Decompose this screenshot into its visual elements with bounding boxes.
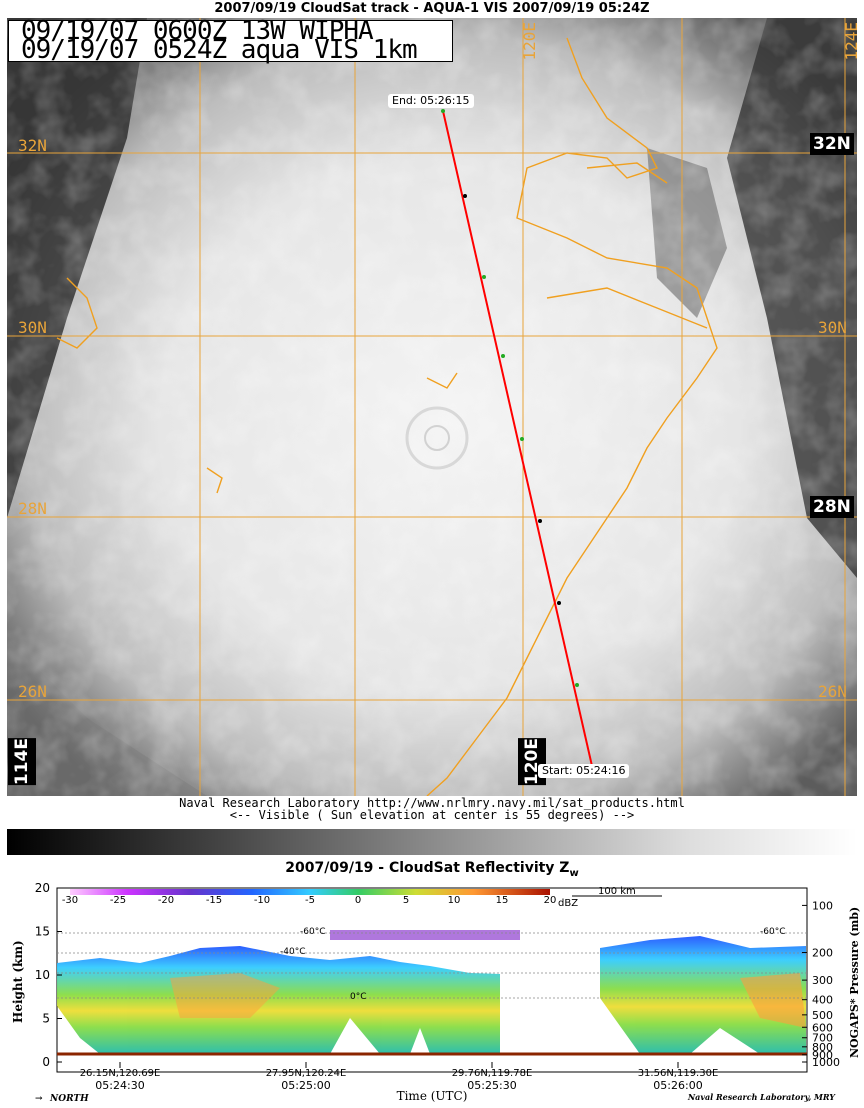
credit-line: Naval Research Laboratory http://www.nrl… (179, 796, 685, 810)
y-tick-label: 10 (35, 968, 50, 982)
colorbar-tick-label: 0 (355, 895, 361, 906)
y2-axis-label: NOGAPS* Pressure (mb) (848, 907, 861, 1058)
lat-label-26n-left: 26N (18, 682, 47, 701)
cloudsat-track (442, 110, 593, 767)
page-title: 2007/09/19 CloudSat track - AQUA-1 VIS 2… (214, 1, 650, 16)
x-tick-coord: 27.95N,120.24E (266, 1068, 347, 1079)
info-line-1: 09/19/07 0600Z 13W WIPHA (21, 16, 374, 46)
colorbar-tick-label: 5 (403, 895, 409, 906)
colorbar-tick-label: -20 (158, 895, 174, 906)
lat-label-26n-right: 26N (818, 682, 847, 701)
colorbar-unit: dBZ (558, 898, 578, 909)
pressure-tick-label: 900 (812, 1049, 833, 1062)
colorbar-tick-label: 10 (448, 895, 461, 906)
lon-label-114e: 114E (8, 738, 36, 786)
y-tick-label: 20 (35, 881, 50, 895)
scale-label: 100 km (598, 886, 636, 897)
x-tick-coord: 31.56N,119.30E (638, 1068, 719, 1079)
y-axis-label: Height (km) (11, 940, 25, 1023)
lat-label-30n-left: 30N (18, 318, 47, 337)
colorbar-tick-label: -25 (110, 895, 126, 906)
chart-title-text: 2007/09/19 - CloudSat Reflectivity Z (285, 860, 570, 876)
colorbar-tick-label: 15 (496, 895, 509, 906)
lat-label-32n-left: 32N (18, 136, 47, 155)
isotherm-label: -40°C (280, 947, 305, 957)
brightness-scale (7, 829, 857, 855)
pressure-tick-label: 600 (812, 1021, 833, 1034)
pressure-tick-label: 100 (812, 899, 833, 912)
y-tick-label: 5 (42, 1012, 50, 1026)
pressure-tick-label: 400 (812, 994, 833, 1007)
satellite-image (7, 18, 857, 796)
chart-title: 2007/09/19 - CloudSat Reflectivity Zw (0, 860, 864, 879)
track-end-label: End: 05:26:15 (388, 94, 474, 108)
info-line-2: 09/19/07 0524Z aqua VIS 1km (21, 35, 418, 65)
band-note: <-- Visible ( Sun elevation at center is… (229, 808, 635, 822)
y-tick-label: 15 (35, 925, 50, 939)
isotherm-label: 0°C (350, 992, 367, 1002)
direction-label: NORTH (49, 1094, 89, 1104)
colorbar-tick-label: -30 (62, 895, 78, 906)
x-tick-coord: 26.15N,120.69E (80, 1068, 161, 1079)
lon-label-120e: 120E (518, 738, 546, 786)
colorbar-tick-label: 20 (544, 895, 557, 906)
colorbar-tick-label: -5 (305, 895, 315, 906)
x-tick-coord: 29.76N,119.78E (452, 1068, 533, 1079)
y-tick-label: 0 (42, 1055, 50, 1069)
x-tick-time: 05:25:00 (281, 1079, 330, 1092)
track-start-label: Start: 05:24:16 (538, 764, 630, 778)
lat-label-30n-right: 30N (818, 318, 847, 337)
colorbar-tick-label: -15 (206, 895, 222, 906)
pressure-tick-label: 300 (812, 974, 833, 987)
pressure-tick-label: 800 (812, 1041, 833, 1054)
isotherms (57, 932, 807, 999)
track-markers (441, 109, 579, 687)
reflectivity-chart: -30 -25 -20 -15 -10 -5 0 5 10 15 20 dBZ 100 km -60… (11, 881, 861, 1104)
x-axis-label: Time (UTC) (397, 1089, 468, 1103)
colorbar (70, 889, 550, 895)
lat-label-32n: 32N (810, 133, 854, 155)
lat-lon-grid (7, 18, 857, 796)
lon-label-124e: 124E (842, 22, 861, 61)
x-tick-time: 05:25:30 (467, 1079, 516, 1092)
chart-title-sub: w (569, 867, 579, 879)
isotherm-label: -60°C (760, 927, 785, 937)
colorbar-tick-label: -10 (254, 895, 270, 906)
north-arrow: → (35, 1094, 43, 1104)
lat-label-28n-left: 28N (18, 499, 47, 518)
pressure-tick-label: 1000 (812, 1056, 840, 1069)
coastline (56, 37, 718, 796)
x-tick-time: 05:24:30 (95, 1079, 144, 1092)
lab-credit: Naval Research Laboratory, MRY (687, 1092, 836, 1102)
lat-label-28n: 28N (810, 496, 854, 518)
lon-label-120e-top: 120E (520, 22, 539, 61)
info-box: 09/19/07 0600Z 13W WIPHA 09/19/07 0524Z … (8, 16, 453, 65)
x-tick-time: 05:26:00 (653, 1079, 702, 1092)
isotherm-label: -60°C (300, 927, 325, 937)
pressure-tick-label: 200 (812, 947, 833, 960)
pressure-tick-label: 500 (812, 1009, 833, 1022)
pressure-tick-label: 700 (812, 1032, 833, 1045)
